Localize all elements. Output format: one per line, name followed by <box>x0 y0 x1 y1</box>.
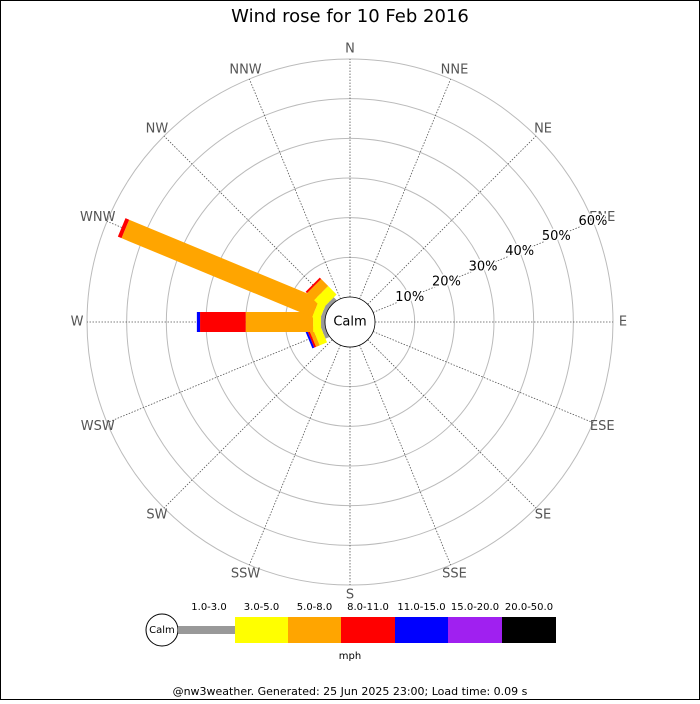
direction-label: NNE <box>441 62 469 77</box>
spoke <box>248 78 341 300</box>
wind-segment <box>304 329 315 349</box>
r-tick-label: 30% <box>469 259 498 274</box>
calm-label: Calm <box>333 315 366 330</box>
legend-label: 5.0-8.0 <box>297 602 332 613</box>
legend-swatch <box>288 617 341 643</box>
calm-circle <box>324 296 376 348</box>
r-tick-label: 20% <box>432 275 461 290</box>
direction-label: ESE <box>590 419 615 434</box>
spoke <box>372 220 594 313</box>
r-tick-label: 50% <box>542 229 571 244</box>
footer: @nw3weather. Generated: 25 Jun 2025 23:0… <box>173 685 528 698</box>
spoke <box>163 339 333 509</box>
direction-label: N <box>345 42 355 57</box>
spoke <box>163 135 333 305</box>
wind-segment <box>314 286 337 309</box>
direction-label: NE <box>534 121 552 136</box>
legend-swatch <box>341 617 395 643</box>
legend-swatch <box>502 617 556 643</box>
spoke <box>248 344 341 566</box>
direction-label: SSE <box>442 567 467 582</box>
wind-segment <box>121 219 320 318</box>
legend-label: 11.0-15.0 <box>397 602 445 613</box>
legend-swatch <box>395 617 448 643</box>
r-tick-label: 10% <box>395 290 424 305</box>
wind-segment <box>320 326 330 339</box>
wind-segment <box>307 279 329 301</box>
wind-segment <box>117 218 130 239</box>
wind-segment <box>306 328 317 348</box>
legend-label: 1.0-3.0 <box>191 602 226 613</box>
chart-title: Wind rose for 10 Feb 2016 <box>231 6 469 27</box>
legend-swatch <box>448 617 502 643</box>
direction-label: E <box>619 315 627 330</box>
legend-label: 8.0-11.0 <box>347 602 389 613</box>
legend-label: 3.0-5.0 <box>244 602 279 613</box>
legend-swatch <box>235 617 288 643</box>
wind-segment <box>325 297 337 309</box>
direction-label: SE <box>535 508 551 523</box>
direction-label: SW <box>146 508 167 523</box>
wind-segment <box>196 312 201 332</box>
direction-label: WSW <box>81 419 115 434</box>
wind-segment <box>200 312 246 332</box>
spoke <box>367 135 537 305</box>
legend-calm-label: Calm <box>149 625 175 636</box>
r-tick-label: 40% <box>505 244 534 259</box>
wind-segment <box>305 277 322 294</box>
direction-label: W <box>71 315 84 330</box>
legend-unit: mph <box>339 651 361 662</box>
spoke <box>359 78 452 300</box>
legend-swatch <box>178 626 235 634</box>
legend-label: 20.0-50.0 <box>505 602 553 613</box>
direction-label: NW <box>146 121 169 136</box>
spoke <box>359 344 452 566</box>
direction-label: S <box>346 588 354 603</box>
direction-label: WNW <box>80 210 116 225</box>
direction-label: SSW <box>231 567 261 582</box>
wind-segment <box>320 305 330 318</box>
r-tick-label: 60% <box>579 214 608 229</box>
spoke <box>367 339 537 509</box>
legend-label: 15.0-20.0 <box>451 602 499 613</box>
direction-label: ENE <box>589 210 615 225</box>
spoke <box>106 331 328 424</box>
wind-segment <box>245 312 314 332</box>
direction-label: NNW <box>229 62 261 77</box>
spoke <box>372 331 594 424</box>
grid-ring <box>165 137 535 507</box>
wind-segment <box>321 316 325 328</box>
